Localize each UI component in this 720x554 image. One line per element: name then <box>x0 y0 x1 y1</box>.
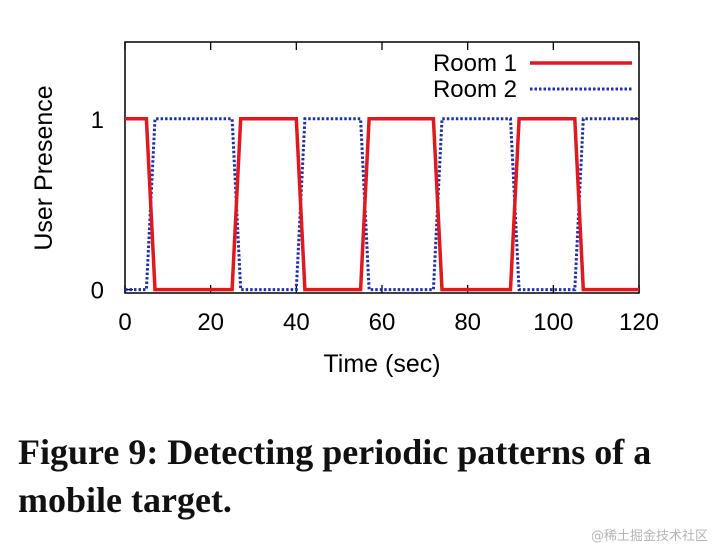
x-axis-label: Time (sec) <box>323 350 440 378</box>
plot-frame <box>124 41 640 294</box>
series-lines <box>125 117 639 292</box>
series-line-2 <box>125 117 639 292</box>
legend-label-2: Room 2 <box>433 76 517 103</box>
y-tick-label: 0 <box>91 278 104 305</box>
x-tick-label: 0 <box>118 309 131 336</box>
x-tick-label: 100 <box>533 309 573 336</box>
y-axis-label: User Presence <box>30 85 58 250</box>
x-tick-label: 80 <box>454 309 481 336</box>
y-tick-label: 1 <box>91 107 104 134</box>
axis-ticks: 0 20 40 60 80 100 120 0 1 <box>91 42 659 336</box>
x-tick-label: 20 <box>197 309 224 336</box>
x-tick-label: 60 <box>369 309 396 336</box>
x-tick-label: 120 <box>619 309 659 336</box>
x-tick-label: 40 <box>283 309 310 336</box>
series-line-1 <box>125 117 639 292</box>
watermark: @稀土掘金技术社区 <box>590 529 708 544</box>
figure-caption: Figure 9: Detecting periodic patterns of… <box>18 432 652 520</box>
legend-label-1: Room 1 <box>433 50 517 77</box>
